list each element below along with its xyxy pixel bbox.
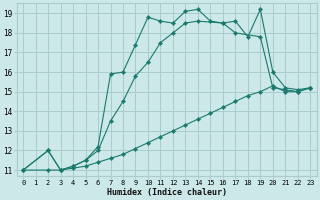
X-axis label: Humidex (Indice chaleur): Humidex (Indice chaleur) xyxy=(107,188,227,197)
